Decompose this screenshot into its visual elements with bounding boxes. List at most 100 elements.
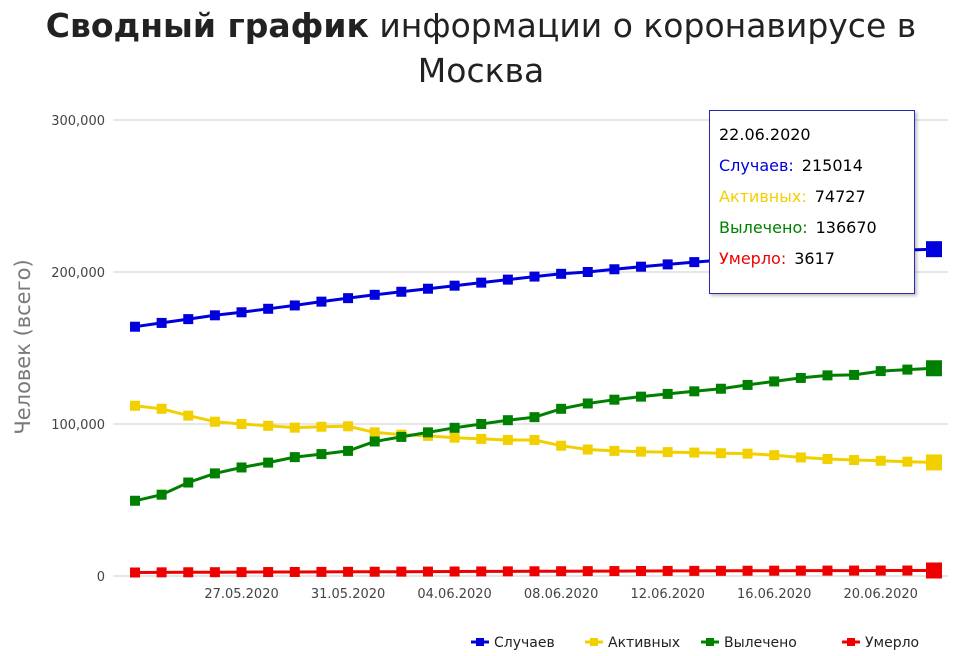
data-point-active[interactable] <box>795 452 806 463</box>
data-point-deaths[interactable] <box>902 565 913 576</box>
data-point-active[interactable] <box>902 456 913 467</box>
data-point-deaths[interactable] <box>449 566 460 577</box>
data-point-recovered[interactable] <box>769 376 780 387</box>
data-point-cases[interactable] <box>476 277 487 288</box>
data-point-recovered[interactable] <box>130 495 140 506</box>
data-point-recovered[interactable] <box>449 422 460 433</box>
data-point-cases[interactable] <box>343 293 354 304</box>
data-point-active[interactable] <box>263 420 274 431</box>
data-point-active[interactable] <box>156 403 167 414</box>
data-point-recovered[interactable] <box>236 462 247 473</box>
data-point-deaths[interactable] <box>263 567 274 578</box>
data-point-deaths[interactable] <box>183 567 194 578</box>
data-point-deaths[interactable] <box>742 565 753 576</box>
data-point-deaths[interactable] <box>396 566 407 577</box>
data-point-cases[interactable] <box>156 317 167 328</box>
data-point-cases[interactable] <box>422 283 433 294</box>
data-point-cases[interactable] <box>502 274 513 285</box>
data-point-cases[interactable] <box>130 321 140 332</box>
data-point-active[interactable] <box>209 416 220 427</box>
data-point-active[interactable] <box>130 400 140 411</box>
data-point-active[interactable] <box>849 455 860 466</box>
data-point-recovered[interactable] <box>209 468 220 479</box>
data-point-active[interactable] <box>316 421 327 432</box>
data-point-cases[interactable] <box>449 280 460 291</box>
data-point-deaths[interactable] <box>556 566 567 577</box>
data-point-cases[interactable] <box>926 241 942 258</box>
data-point-deaths[interactable] <box>769 565 780 576</box>
data-point-active[interactable] <box>476 433 487 444</box>
data-point-recovered[interactable] <box>715 383 726 394</box>
legend-item-deaths[interactable]: Умерло <box>842 635 919 651</box>
data-point-cases[interactable] <box>689 257 700 268</box>
data-point-recovered[interactable] <box>636 391 647 402</box>
data-point-recovered[interactable] <box>849 369 860 380</box>
data-point-deaths[interactable] <box>875 565 886 576</box>
data-point-cases[interactable] <box>582 267 593 277</box>
data-point-cases[interactable] <box>529 271 540 282</box>
data-point-deaths[interactable] <box>422 566 433 577</box>
data-point-active[interactable] <box>662 447 673 458</box>
data-point-recovered[interactable] <box>902 364 913 375</box>
data-point-cases[interactable] <box>263 303 274 314</box>
data-point-active[interactable] <box>822 453 833 464</box>
data-point-cases[interactable] <box>609 264 620 275</box>
data-point-cases[interactable] <box>369 289 380 300</box>
data-point-recovered[interactable] <box>795 372 806 383</box>
data-point-recovered[interactable] <box>689 386 700 397</box>
data-point-active[interactable] <box>715 448 726 459</box>
data-point-cases[interactable] <box>316 296 327 307</box>
data-point-deaths[interactable] <box>609 566 620 577</box>
data-point-deaths[interactable] <box>316 566 327 577</box>
data-point-cases[interactable] <box>556 268 567 279</box>
data-point-cases[interactable] <box>289 300 300 311</box>
data-point-deaths[interactable] <box>636 565 647 576</box>
data-point-recovered[interactable] <box>502 415 513 426</box>
data-point-cases[interactable] <box>396 286 407 297</box>
data-point-deaths[interactable] <box>156 567 167 578</box>
legend-item-active[interactable]: Активных <box>585 635 680 651</box>
data-point-active[interactable] <box>742 448 753 459</box>
data-point-recovered[interactable] <box>529 412 540 423</box>
data-point-deaths[interactable] <box>502 566 513 577</box>
data-point-recovered[interactable] <box>875 366 886 377</box>
data-point-active[interactable] <box>689 447 700 458</box>
legend-item-cases[interactable]: Случаев <box>471 635 555 651</box>
data-point-deaths[interactable] <box>130 567 140 578</box>
data-point-active[interactable] <box>582 444 593 455</box>
data-point-deaths[interactable] <box>476 566 487 577</box>
data-point-deaths[interactable] <box>529 566 540 577</box>
data-point-recovered[interactable] <box>742 379 753 390</box>
data-point-deaths[interactable] <box>582 566 593 577</box>
data-point-recovered[interactable] <box>183 477 194 488</box>
data-point-deaths[interactable] <box>236 567 247 578</box>
data-point-recovered[interactable] <box>396 431 407 442</box>
data-point-recovered[interactable] <box>662 388 673 399</box>
data-point-recovered[interactable] <box>289 452 300 463</box>
data-point-deaths[interactable] <box>689 565 700 576</box>
legend-item-recovered[interactable]: Вылечено <box>701 635 797 651</box>
data-point-active[interactable] <box>529 434 540 445</box>
data-point-active[interactable] <box>236 419 247 429</box>
data-point-deaths[interactable] <box>209 567 220 578</box>
data-point-active[interactable] <box>343 421 354 432</box>
data-point-active[interactable] <box>875 455 886 466</box>
data-point-deaths[interactable] <box>795 565 806 576</box>
data-point-active[interactable] <box>289 422 300 433</box>
data-point-deaths[interactable] <box>662 565 673 576</box>
data-point-active[interactable] <box>183 410 194 421</box>
data-point-deaths[interactable] <box>822 565 833 576</box>
data-point-recovered[interactable] <box>556 403 567 414</box>
data-point-deaths[interactable] <box>343 566 354 577</box>
data-point-deaths[interactable] <box>715 565 726 576</box>
data-point-deaths[interactable] <box>926 562 942 579</box>
data-point-recovered[interactable] <box>476 419 487 429</box>
data-point-active[interactable] <box>636 446 647 457</box>
data-point-deaths[interactable] <box>369 566 380 577</box>
data-point-recovered[interactable] <box>343 445 354 456</box>
data-point-recovered[interactable] <box>263 457 274 468</box>
data-point-active[interactable] <box>556 440 567 451</box>
data-point-recovered[interactable] <box>369 436 380 447</box>
data-point-recovered[interactable] <box>156 489 167 500</box>
data-point-recovered[interactable] <box>609 394 620 405</box>
